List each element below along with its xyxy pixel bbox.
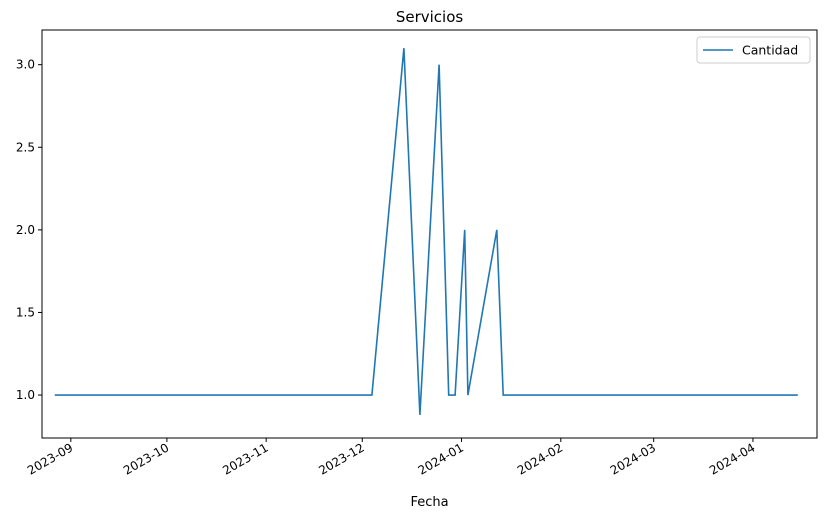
x-tick-label: 2023-12 [316,440,366,477]
y-tick-label: 3.0 [16,58,35,72]
plot-area [41,29,818,439]
x-tick-label: 2023-11 [220,440,270,477]
x-tick-label: 2024-04 [707,440,757,477]
y-tick-label: 1.0 [16,388,35,402]
x-axis-label: Fecha [410,495,448,510]
y-tick-label: 2.0 [16,223,35,237]
x-tick-label: 2023-09 [25,440,75,477]
x-tick-label: 2024-02 [515,440,565,477]
y-tick-label: 2.5 [16,140,35,154]
x-tick-label: 2023-10 [121,440,171,477]
y-tick-label: 1.5 [16,305,35,319]
legend-box [696,36,811,64]
series-layer [54,48,798,415]
x-axis: 2023-09 2023-10 2023-11 2023-12 2024-01 2024-… [25,438,757,478]
legend-label: Cantidad [742,43,798,58]
y-axis: 1.0 1.5 2.0 2.5 3.0 [16,58,42,402]
x-tick-label: 2024-01 [416,440,466,477]
chart-title: Servicios [396,8,464,26]
legend: Cantidad [696,36,811,64]
series-line-cantidad [54,48,798,415]
x-tick-label: 2024-03 [608,440,658,477]
